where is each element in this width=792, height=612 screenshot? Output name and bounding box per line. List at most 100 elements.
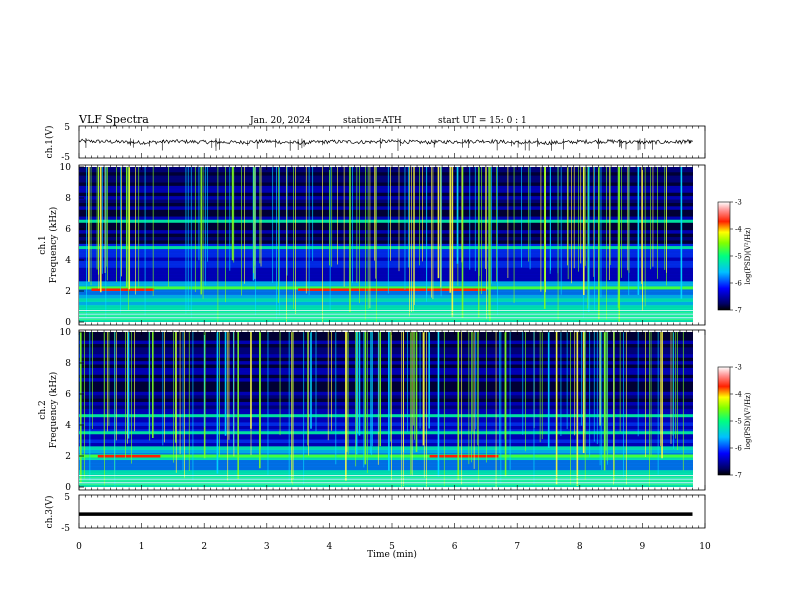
spectrogram-row [79,175,693,180]
ch2-ylabel-frequency: Frequency (kHz) [48,372,59,449]
spectrogram-row [79,223,693,227]
spectrogram-row [79,377,693,382]
x-tick-label: 9 [640,542,646,552]
spectrogram-row [79,202,693,207]
spectrogram-band [79,414,693,418]
spectrogram-row [79,277,693,282]
colorbar-tick-label: -4 [735,391,742,399]
x-tick-label: 8 [577,542,583,552]
spectrogram-row [79,394,693,399]
spectrogram-row [79,274,693,278]
ch1-ytick-top: 5 [64,123,70,133]
spectrogram-row [79,442,693,447]
spectrogram-row [79,167,693,169]
time-axis: 0 1 2 3 4 5 6 7 8 9 10 [76,126,711,552]
spectrogram-band [79,286,693,290]
spectrogram-row [79,226,693,231]
x-tick-label: 3 [264,542,270,552]
spectrogram-row [79,483,693,487]
spectrogram-ytick-label: 10 [60,163,72,173]
spectrogram-row [79,229,693,234]
spectrogram-row [79,411,693,416]
spectrogram-row [79,384,693,389]
spectrogram-row [79,446,693,450]
spectrogram-hot-band [298,288,486,291]
spectrogram-band [79,246,693,250]
colorbar-tick-label: -3 [735,199,742,207]
spectrogram-row [79,336,693,341]
spectrogram-row [79,476,693,481]
spectrogram-ytick-label: 4 [65,256,71,266]
spectrogram-row [79,243,693,248]
spectrogram-row [79,333,693,338]
spectrogram-row [79,343,693,348]
spectrogram-row [79,371,693,375]
spectrogram-ytick-label: 6 [65,390,71,400]
colorbar-tick-label: -7 [735,472,742,480]
spectrogram-row [79,216,693,220]
spectrogram-row [79,311,693,316]
spectrogram-row [79,332,693,334]
date-label: Jan. 20, 2024 [249,116,311,126]
spectrogram-hot-band [429,455,499,458]
spectrogram-row [79,449,693,454]
spectrogram-row [79,206,693,210]
colorbar-tick-label: -6 [735,280,742,288]
ch2-spectrogram-image [79,332,693,487]
spectrogram-row [79,459,693,464]
spectrogram-row [79,364,693,368]
spectrogram-row [79,298,693,302]
x-tick-label: 5 [389,542,395,552]
spectrogram-row [79,171,693,176]
spectrogram-row [79,432,693,437]
spectrogram-ytick-label: 6 [65,225,71,235]
spectrogram-row [79,318,693,322]
spectrogram-band [79,431,693,435]
spectrogram-row [79,463,693,467]
ch3-ytick-bottom: -5 [61,524,70,534]
spectrogram-row [79,435,693,440]
spectrogram-row [79,233,693,238]
spectrogram-row [79,347,693,351]
ch1-spectrogram-image [79,167,693,322]
spectrogram-row [79,374,693,379]
ch1-ylabel-frequency: Frequency (kHz) [48,207,59,284]
ch1-ytick-bottom: -5 [61,153,70,163]
spectrogram-row [79,264,693,268]
spectrogram-row [79,257,693,261]
ch1-colorbar-label: log(PSD)(V²/Hz) [744,227,752,284]
x-tick-label: 6 [452,542,458,552]
spectrogram-ytick-label: 2 [65,287,71,297]
spectrogram-row [79,429,693,433]
spectrogram-ytick-label: 0 [65,318,71,328]
spectrogram-hot-band [91,288,155,291]
ch1-spectrogram-panel: 0 2 4 6 8 10 ch.1 Frequency (kHz) -3 -4 -5 -6 -7 … [38,163,752,328]
x-tick-label: 10 [699,542,711,552]
ch1-colorbar: -3 -4 -5 -6 -7 log(PSD)(V²/Hz) [717,199,752,315]
spectrogram-row [79,284,693,289]
spectrogram-row [79,367,693,372]
spectrogram-row [79,439,693,443]
spectrogram-row [79,388,693,392]
spectrogram-row [79,425,693,430]
colorbar-tick-label: -5 [735,253,742,261]
spectrogram-row [79,354,693,358]
spectrogram-band [79,219,693,223]
spectrogram-row [79,199,693,203]
colorbar-tick-label: -7 [735,307,742,315]
colorbar-tick-label: -6 [735,445,742,453]
ch2-colorbar-label: log(PSD)(V²/Hz) [744,392,752,449]
ch1-ylabel: ch.1(V) [44,126,55,159]
spectrogram-row [79,168,693,173]
spectrogram-row [79,315,693,319]
spectrogram-row [79,185,693,190]
ch2-spectrogram-panel: 0 2 4 6 8 10 ch.2 Frequency (kHz) -3 -4 -5 -6 -7 … [38,328,752,493]
spectrogram-row [79,178,693,183]
spectrogram-row [79,291,693,296]
spectrogram-row [79,250,693,255]
x-tick-label: 0 [76,542,82,552]
spectrogram-hot-band [97,455,161,458]
spectrogram-row [79,418,693,423]
figure-title: VLF Spectra [78,113,149,126]
